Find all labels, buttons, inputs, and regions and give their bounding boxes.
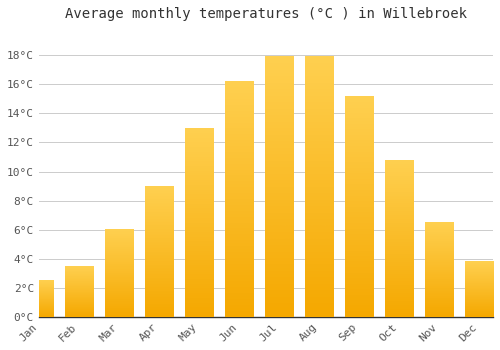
Title: Average monthly temperatures (°C ) in Willebroek: Average monthly temperatures (°C ) in Wi… — [65, 7, 467, 21]
